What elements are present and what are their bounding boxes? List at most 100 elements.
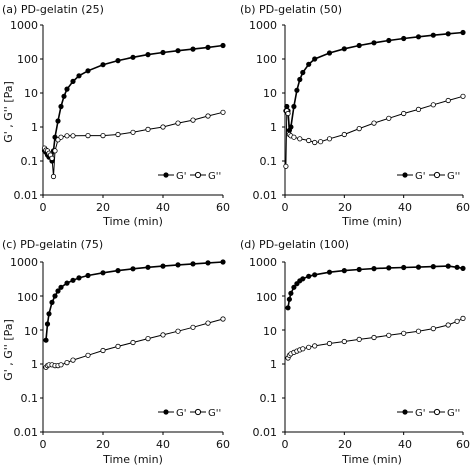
- panel-d-series-gpp: [285, 315, 466, 361]
- panel-b: (b) PD-gelatin (50) 1000 100 10 1 0.1 0.…: [240, 3, 470, 228]
- panel-b-gpp-point: [401, 110, 407, 117]
- panel-c-gp-point: [220, 259, 226, 265]
- panel-b-gp-point: [460, 29, 466, 36]
- panel-a-gpp-point: [50, 173, 57, 180]
- panel-a-series-gpp: [41, 109, 226, 180]
- panel-c-gp-point: [115, 267, 121, 274]
- panel-b-ytick-0.1: 0.1: [260, 155, 278, 168]
- panel-d-xlabel: Time (min): [341, 453, 402, 466]
- panel-c-gp-point: [130, 266, 136, 272]
- panel-a-legend-gp-marker: [163, 172, 169, 178]
- panel-d-gp-point: [286, 296, 292, 302]
- panel-c-gp-line: [45, 261, 224, 341]
- panel-b-series-gp: [283, 29, 466, 133]
- panel-c-ytick-1: 1: [31, 358, 38, 371]
- panel-b-gp-point: [371, 40, 377, 46]
- panel-c-ylabel: G' , G'' [Pa]: [2, 319, 15, 381]
- panel-d-gp-point: [312, 272, 318, 278]
- panel-d-xtick-60: 60: [456, 438, 470, 451]
- panel-d-gpp-point: [300, 346, 306, 352]
- panel-b-legend-gpp-label: G'': [447, 171, 460, 182]
- panel-d-gp-point: [430, 263, 436, 270]
- panel-a-gpp-point: [52, 148, 58, 154]
- panel-a-gp-point: [205, 44, 211, 51]
- panel-a-axes: [40, 24, 224, 198]
- panel-c-gp-point: [70, 277, 76, 283]
- panel-c-ytick-1000: 1000: [10, 256, 38, 269]
- panel-c-yticks: 1000 100 10 1 0.1 0.01: [10, 256, 38, 439]
- panel-c: (c) PD-gelatin (75) 1000 100 10 1 0.1 0.…: [2, 238, 230, 466]
- panel-a-gpp-point: [130, 129, 136, 135]
- panel-d-xtick-0: 0: [282, 438, 289, 451]
- panel-b-gpp-point: [285, 110, 291, 117]
- panel-d-gp-point: [306, 273, 312, 279]
- panel-b-gpp-point: [341, 131, 347, 138]
- panel-b-gpp-point: [386, 115, 392, 121]
- panel-a-xlabel: Time (min): [102, 215, 163, 228]
- panel-d-gp-point: [288, 290, 294, 296]
- panel-a-ylabel: G' , G'' [Pa]: [2, 81, 15, 143]
- panel-a-title: (a) PD-gelatin (25): [2, 3, 104, 16]
- panel-a-ytick-1000: 1000: [10, 19, 38, 32]
- panel-a-gp-line: [43, 44, 224, 162]
- panel-c-gp-point: [160, 263, 166, 269]
- panel-c-xtick-60: 60: [216, 438, 230, 451]
- panel-a-gp-point: [58, 103, 64, 110]
- panel-a-xtick-60: 60: [216, 201, 230, 214]
- panel-c-xtick-20: 20: [96, 438, 110, 451]
- panel-a-gp-point: [85, 68, 91, 74]
- panel-b-xlabel: Time (min): [341, 215, 402, 228]
- panel-a-gpp-line: [44, 111, 224, 177]
- panel-a-gpp-point: [58, 134, 64, 140]
- panel-d-ytick-1: 1: [270, 358, 277, 371]
- panel-a-legend-gpp-marker: [194, 171, 202, 179]
- panel-a-legend: G' G'': [158, 171, 221, 182]
- panel-a-gp-point: [175, 48, 181, 54]
- panel-d-gpp-point: [326, 340, 333, 347]
- panel-b-gp-point: [415, 34, 422, 40]
- panel-a-gp-point: [145, 51, 151, 58]
- panel-c-gpp-point: [145, 335, 151, 342]
- panel-c-xtick-0: 0: [40, 438, 47, 451]
- panel-a-ytick-0.01: 0.01: [14, 189, 39, 202]
- panel-a-xticks: 0 20 40 60: [40, 201, 231, 214]
- panel-c-gpp-point: [160, 332, 166, 338]
- panel-b-ytick-100: 100: [256, 53, 277, 66]
- panel-b-gp-point: [300, 69, 306, 76]
- panel-a-gp-point: [115, 57, 121, 64]
- panel-b-gpp-point: [306, 137, 312, 144]
- panel-a-ytick-0.1: 0.1: [21, 155, 39, 168]
- panel-a-xtick-40: 40: [156, 201, 170, 214]
- panel-d-ytick-0.01: 0.01: [253, 426, 278, 439]
- panel-b-gpp-point: [283, 163, 289, 169]
- panel-b-gp-point: [291, 103, 297, 110]
- panel-d-gp-point: [300, 276, 306, 282]
- panel-a-gp-point: [55, 118, 61, 124]
- panel-c-gp-point: [58, 284, 64, 290]
- panel-b-legend-gpp-marker: [433, 171, 441, 179]
- panel-d-gpp-point: [312, 343, 318, 349]
- panel-a-gpp-point: [175, 120, 181, 126]
- panel-c-ytick-100: 100: [17, 291, 38, 304]
- panel-b-gp-point: [312, 56, 318, 62]
- panel-d-gpp-point: [371, 334, 377, 341]
- panel-a-gpp-point: [205, 113, 211, 119]
- panel-b-ytick-10: 10: [263, 87, 277, 100]
- panel-c-series-gpp: [43, 316, 226, 370]
- panel-a-gp-point: [64, 86, 70, 92]
- panel-b-xtick-20: 20: [338, 201, 352, 214]
- panel-c-gpp-point: [85, 352, 91, 358]
- panel-c-gp-point: [100, 270, 106, 276]
- panel-c-gp-point: [205, 260, 211, 266]
- panel-c-xlabel: Time (min): [102, 453, 163, 466]
- panel-d-title: (d) PD-gelatin (100): [240, 238, 349, 251]
- panel-d-gpp-point: [401, 330, 407, 336]
- panel-b-gpp-point: [415, 106, 422, 113]
- panel-c-axes: [40, 261, 224, 435]
- panel-b-gp-point: [386, 37, 392, 44]
- panel-a-gpp-point: [100, 133, 106, 139]
- panel-c-gp-point: [175, 262, 181, 268]
- panel-a-gp-point: [76, 73, 82, 79]
- panel-c-gpp-point: [130, 339, 136, 346]
- panel-b-gp-point: [326, 50, 333, 56]
